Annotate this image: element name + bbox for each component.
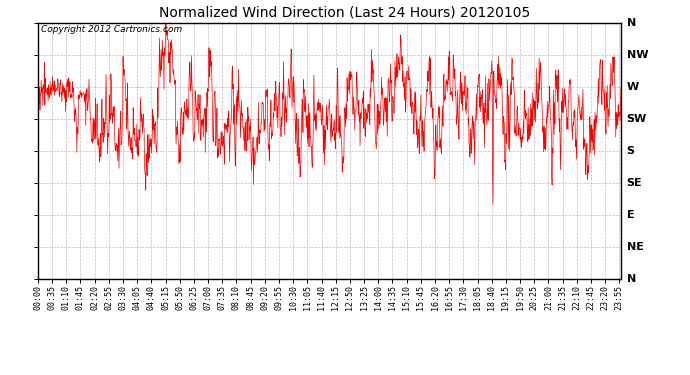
Text: SW: SW	[627, 114, 647, 124]
Text: N: N	[627, 18, 635, 27]
Text: N: N	[627, 274, 635, 284]
Text: W: W	[627, 82, 639, 92]
Text: NW: NW	[627, 50, 648, 60]
Text: E: E	[627, 210, 634, 220]
Text: Copyright 2012 Cartronics.com: Copyright 2012 Cartronics.com	[41, 25, 182, 34]
Text: S: S	[627, 146, 635, 156]
Text: Normalized Wind Direction (Last 24 Hours) 20120105: Normalized Wind Direction (Last 24 Hours…	[159, 6, 531, 20]
Text: SE: SE	[627, 178, 642, 188]
Text: NE: NE	[627, 242, 643, 252]
